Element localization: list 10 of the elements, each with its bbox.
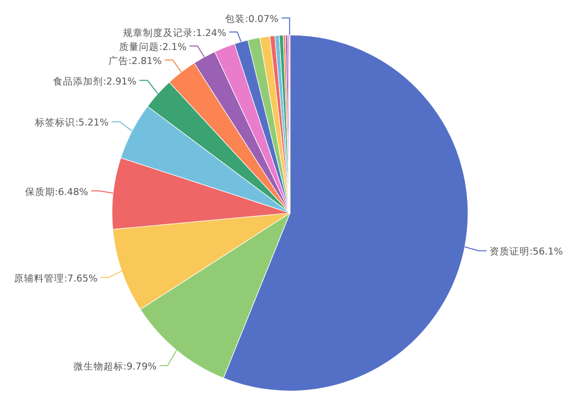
slice-label: 资质证明:56.1% [489,246,563,258]
slice-label: 广告:2.81% [108,55,162,67]
slice-label: 食品添加剂:2.91% [53,75,136,88]
slice-label: 微生物超标:9.79% [73,360,157,373]
slice-label: 保质期:6.48% [24,186,88,198]
slice-label: 质量问题:2.1% [119,41,187,53]
slice-label: 包装:0.07% [225,13,279,25]
slice-label: 标签标识:5.21% [34,116,109,129]
slice-label: 原辅料管理:7.65% [14,272,98,285]
slice-label: 规章制度及记录:1.24% [122,27,226,39]
